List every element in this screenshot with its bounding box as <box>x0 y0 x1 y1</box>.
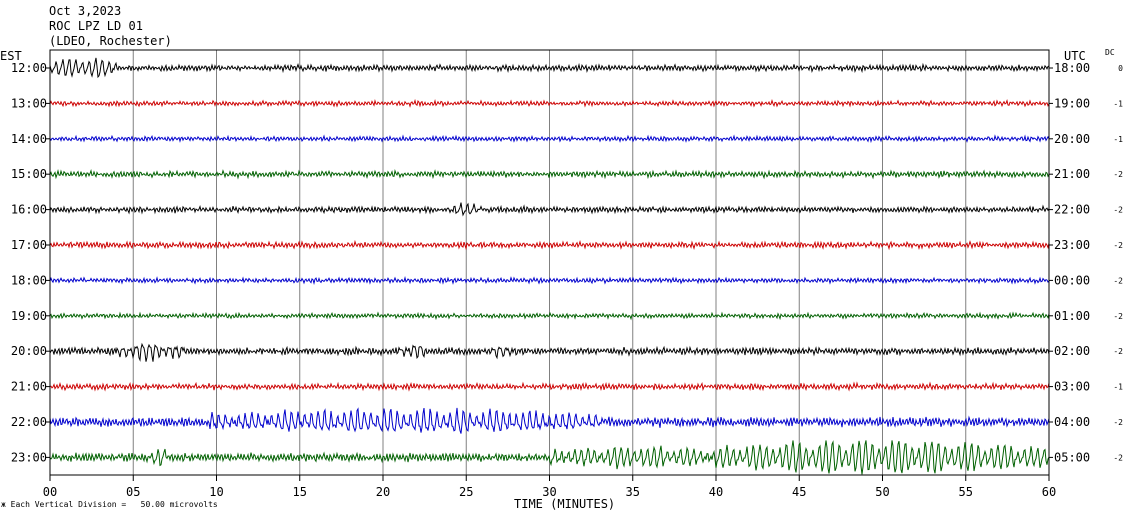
utc-time-label: 19:00 <box>1054 96 1090 110</box>
dc-offset-label: -2 <box>1113 453 1123 462</box>
seismogram-trace <box>49 98 1050 108</box>
seismogram-trace <box>49 311 1050 321</box>
dc-offset-label: -2 <box>1113 276 1123 285</box>
utc-time-label: 03:00 <box>1054 380 1090 394</box>
row-labels: 12:00 18:00 0 13:00 19:00 -1 14:00 20:00 -1 15:00… <box>11 61 1123 464</box>
est-axis-title: EST <box>0 49 22 63</box>
x-axis-title: TIME (MINUTES) <box>514 497 616 511</box>
dc-axis-title: DC <box>1105 48 1115 57</box>
x-tick-label: 35 <box>626 485 640 499</box>
header-date: Oct 3,2023 <box>49 4 122 18</box>
est-time-label: 15:00 <box>11 167 47 181</box>
x-tick-label: 25 <box>459 485 473 499</box>
utc-time-label: 18:00 <box>1054 61 1090 75</box>
utc-time-label: 22:00 <box>1054 203 1090 217</box>
utc-time-label: 02:00 <box>1054 344 1090 358</box>
utc-time-label: 05:00 <box>1054 450 1090 464</box>
x-tick-label: 30 <box>542 485 556 499</box>
est-time-label: 12:00 <box>11 61 47 75</box>
dc-offset-label: -2 <box>1113 206 1123 215</box>
utc-time-label: 00:00 <box>1054 273 1090 287</box>
utc-time-label: 21:00 <box>1054 167 1090 181</box>
seismogram-trace <box>49 202 1050 217</box>
est-time-label: 23:00 <box>11 450 47 464</box>
dc-offset-label: -2 <box>1113 347 1123 356</box>
grid-lines <box>49 50 1050 475</box>
utc-time-label: 23:00 <box>1054 238 1090 252</box>
x-tick-label: 40 <box>709 485 723 499</box>
est-time-label: 16:00 <box>11 203 47 217</box>
seismogram-trace <box>49 57 1050 79</box>
x-tick-label: 15 <box>293 485 307 499</box>
est-time-label: 18:00 <box>11 273 47 287</box>
est-time-label: 20:00 <box>11 344 47 358</box>
header-network: (LDEO, Rochester) <box>49 34 172 48</box>
est-time-label: 14:00 <box>11 132 47 146</box>
x-tick-label: 60 <box>1042 485 1056 499</box>
footer-glyph-icon: ж <box>1 500 11 509</box>
x-tick-label: 45 <box>792 485 806 499</box>
dc-offset-label: -2 <box>1113 418 1123 427</box>
utc-time-label: 04:00 <box>1054 415 1090 429</box>
est-time-label: 21:00 <box>11 380 47 394</box>
x-tick-label: 50 <box>875 485 889 499</box>
dc-offset-label: -2 <box>1113 241 1123 250</box>
x-tick-label: 05 <box>126 485 140 499</box>
dc-offset-label: -1 <box>1113 135 1123 144</box>
seismogram-trace <box>49 440 1050 475</box>
x-axis-ticks: 00 05 10 15 20 25 30 35 40 45 50 55 60 <box>43 475 1056 499</box>
est-time-label: 13:00 <box>11 96 47 110</box>
x-tick-label: 00 <box>43 485 57 499</box>
seismogram-trace <box>49 239 1050 251</box>
footer-note: ж Each Vertical Division = 50.00 microvo… <box>1 500 218 509</box>
header-station: ROC LPZ LD 01 <box>49 19 143 33</box>
footer-scale-text: Each Vertical Division = 50.00 microvolt… <box>10 500 218 509</box>
seismogram-trace <box>49 169 1050 180</box>
seismogram-trace <box>49 276 1050 285</box>
utc-time-label: 01:00 <box>1054 309 1090 323</box>
dc-offset-label: -1 <box>1113 99 1123 108</box>
est-time-label: 17:00 <box>11 238 47 252</box>
seismogram-trace <box>49 134 1050 144</box>
seismogram-trace <box>49 407 1050 434</box>
utc-axis-title: UTC <box>1064 49 1086 63</box>
utc-time-label: 20:00 <box>1054 132 1090 146</box>
x-tick-label: 10 <box>209 485 223 499</box>
seismogram-trace <box>50 381 1050 392</box>
dc-offset-label: -1 <box>1113 383 1123 392</box>
seismogram-trace <box>49 342 1050 362</box>
dc-offset-label: -2 <box>1113 170 1123 179</box>
seismogram-traces <box>49 57 1050 475</box>
est-time-label: 19:00 <box>11 309 47 323</box>
x-tick-label: 55 <box>959 485 973 499</box>
dc-offset-label: 0 <box>1118 64 1123 73</box>
dc-offset-label: -2 <box>1113 312 1123 321</box>
est-time-label: 22:00 <box>11 415 47 429</box>
x-tick-label: 20 <box>376 485 390 499</box>
